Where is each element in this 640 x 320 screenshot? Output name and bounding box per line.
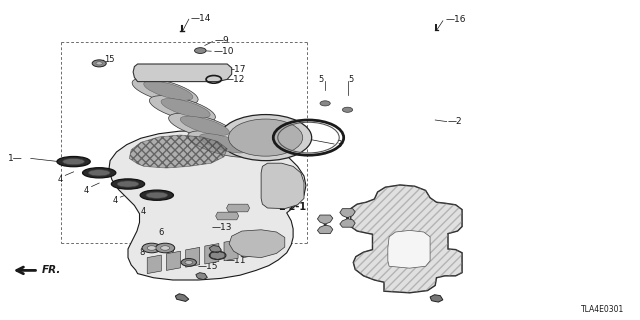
Polygon shape bbox=[243, 236, 257, 258]
Ellipse shape bbox=[180, 116, 229, 135]
Text: —17: —17 bbox=[226, 65, 246, 74]
Ellipse shape bbox=[132, 78, 198, 104]
Text: 4: 4 bbox=[84, 186, 89, 195]
Text: 3: 3 bbox=[336, 140, 341, 148]
Polygon shape bbox=[227, 204, 250, 212]
Ellipse shape bbox=[63, 158, 84, 165]
Text: 4: 4 bbox=[58, 175, 63, 184]
Text: TLA4E0301: TLA4E0301 bbox=[580, 305, 624, 314]
Polygon shape bbox=[109, 131, 306, 280]
Text: 6: 6 bbox=[159, 228, 164, 237]
Circle shape bbox=[96, 62, 102, 65]
Ellipse shape bbox=[88, 170, 110, 176]
Polygon shape bbox=[216, 212, 239, 220]
Text: —15: —15 bbox=[197, 262, 218, 271]
Circle shape bbox=[92, 60, 106, 67]
Polygon shape bbox=[129, 135, 227, 168]
Ellipse shape bbox=[83, 168, 116, 178]
Polygon shape bbox=[229, 230, 285, 258]
Circle shape bbox=[156, 243, 175, 253]
Circle shape bbox=[342, 107, 353, 112]
Text: —9: —9 bbox=[214, 36, 229, 45]
Polygon shape bbox=[166, 251, 180, 270]
Polygon shape bbox=[261, 163, 304, 209]
Polygon shape bbox=[340, 209, 355, 227]
Polygon shape bbox=[317, 215, 333, 234]
Text: 7: 7 bbox=[169, 248, 174, 257]
Polygon shape bbox=[196, 273, 207, 280]
Polygon shape bbox=[175, 294, 189, 301]
Circle shape bbox=[147, 246, 156, 250]
Ellipse shape bbox=[146, 192, 168, 198]
Ellipse shape bbox=[111, 179, 145, 189]
Text: 4: 4 bbox=[113, 196, 118, 205]
Ellipse shape bbox=[140, 190, 173, 200]
Circle shape bbox=[220, 115, 312, 161]
Text: —14: —14 bbox=[191, 14, 211, 23]
Ellipse shape bbox=[161, 99, 210, 118]
Polygon shape bbox=[430, 295, 443, 302]
Ellipse shape bbox=[144, 81, 193, 100]
Circle shape bbox=[142, 243, 161, 253]
Text: 5: 5 bbox=[349, 75, 354, 84]
Text: —13: —13 bbox=[211, 223, 232, 232]
Circle shape bbox=[228, 119, 303, 156]
Text: 4: 4 bbox=[141, 207, 146, 216]
Text: 1—: 1— bbox=[8, 154, 22, 163]
Text: 15: 15 bbox=[104, 55, 115, 64]
Circle shape bbox=[161, 246, 170, 250]
Text: —12: —12 bbox=[225, 75, 245, 84]
Circle shape bbox=[209, 251, 226, 260]
Polygon shape bbox=[186, 247, 200, 267]
Polygon shape bbox=[351, 185, 462, 293]
Ellipse shape bbox=[188, 131, 254, 157]
Text: —10: —10 bbox=[213, 47, 234, 56]
Polygon shape bbox=[209, 245, 221, 253]
Ellipse shape bbox=[57, 156, 90, 167]
Polygon shape bbox=[388, 230, 430, 268]
Text: 5: 5 bbox=[318, 75, 323, 84]
Ellipse shape bbox=[117, 181, 139, 187]
Polygon shape bbox=[224, 240, 238, 261]
Polygon shape bbox=[205, 244, 219, 264]
Circle shape bbox=[185, 260, 193, 264]
Text: —11: —11 bbox=[225, 256, 246, 265]
Text: E-2-1: E-2-1 bbox=[278, 202, 307, 212]
Circle shape bbox=[195, 48, 206, 53]
Ellipse shape bbox=[168, 113, 235, 140]
Text: 8: 8 bbox=[140, 248, 145, 257]
Text: E-8-1: E-8-1 bbox=[229, 243, 257, 253]
Ellipse shape bbox=[149, 96, 216, 122]
Text: FR.: FR. bbox=[42, 265, 61, 276]
Circle shape bbox=[320, 101, 330, 106]
Text: —16: —16 bbox=[445, 15, 466, 24]
Polygon shape bbox=[133, 64, 232, 82]
Text: —2: —2 bbox=[448, 117, 463, 126]
Circle shape bbox=[181, 259, 196, 266]
Polygon shape bbox=[147, 255, 161, 274]
Ellipse shape bbox=[200, 134, 248, 153]
